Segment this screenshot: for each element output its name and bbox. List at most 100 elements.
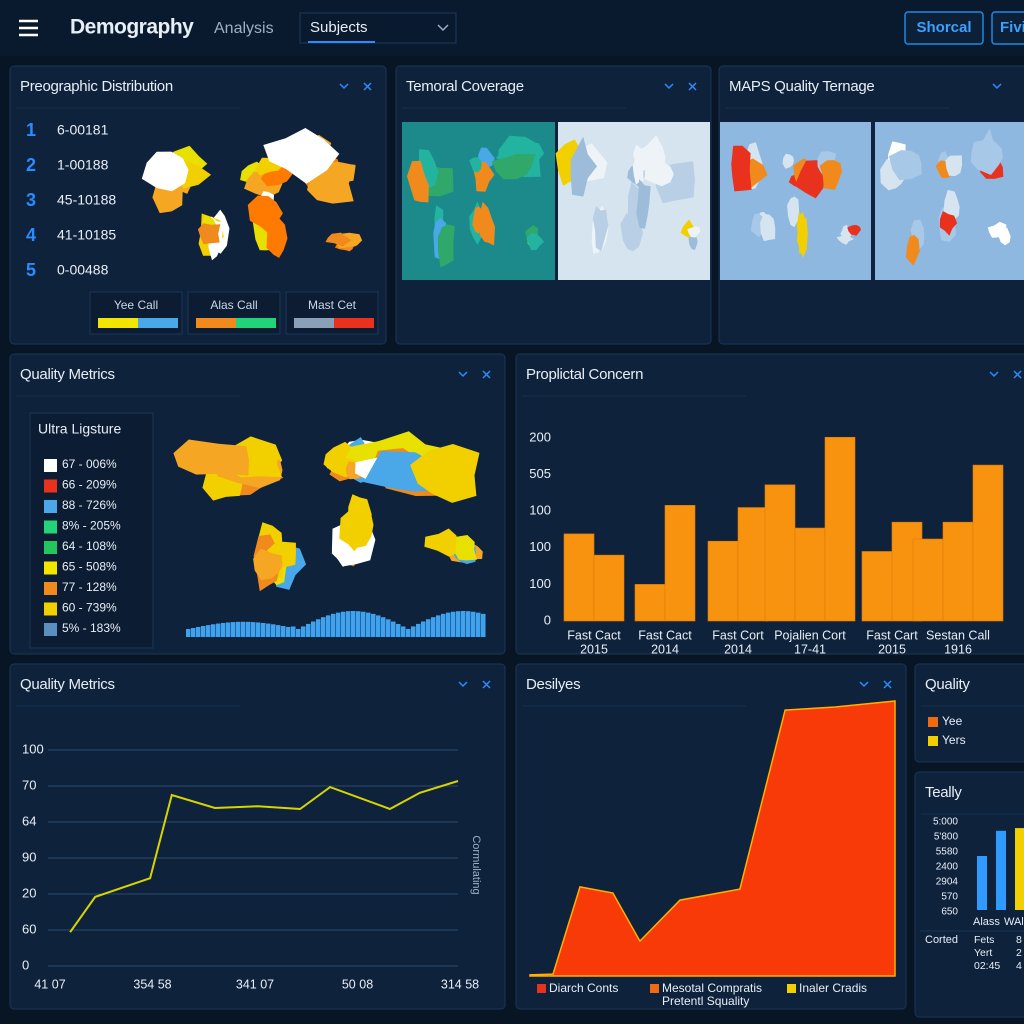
- legend-note: Pretentl Squality: [662, 994, 749, 1008]
- map-region: [491, 153, 536, 180]
- map-region: [469, 157, 482, 173]
- bar: [996, 830, 1006, 910]
- map-region: [478, 201, 495, 246]
- collapse-icon[interactable]: [859, 681, 869, 688]
- y-tick-label: 5:000: [933, 817, 958, 828]
- y-tick-label: 60: [22, 921, 36, 936]
- x-tick-label: Alass: [973, 916, 1000, 928]
- button[interactable]: [904, 11, 984, 45]
- map-region: [680, 219, 697, 238]
- map-strip: [341, 611, 346, 637]
- map-strip: [336, 612, 341, 637]
- y-tick-label: 2904: [936, 877, 959, 888]
- legend-swatch: [294, 318, 334, 328]
- dropdown-chevron: [437, 24, 449, 32]
- y-tick-label: 0: [544, 612, 551, 627]
- map-region: [570, 136, 597, 197]
- close-icon[interactable]: [482, 370, 491, 379]
- map-strip: [326, 615, 331, 637]
- menu-icon[interactable]: [19, 19, 38, 37]
- legend-swatch: [44, 602, 57, 616]
- map-region: [437, 224, 455, 268]
- close-icon[interactable]: [688, 82, 697, 91]
- bar: [977, 856, 987, 910]
- range-label: 41-10185: [57, 227, 116, 243]
- map-strip: [201, 626, 206, 637]
- x-tick-label: 50 08: [342, 977, 373, 991]
- close-icon[interactable]: [482, 680, 491, 689]
- y-tick-label: 200: [529, 429, 551, 444]
- map-strip: [381, 617, 386, 637]
- map-strip: [316, 619, 321, 637]
- map-strip: [226, 622, 231, 637]
- collapse-icon[interactable]: [989, 371, 999, 378]
- map-region: [797, 211, 807, 258]
- table-cell: 8: [1016, 934, 1022, 946]
- map-region: [410, 444, 480, 503]
- map-strip: [246, 621, 251, 637]
- map-strip: [261, 622, 266, 637]
- collapse-icon[interactable]: [458, 371, 468, 378]
- table-cell: Yert: [974, 947, 992, 959]
- map-strip: [236, 621, 241, 637]
- map-strip: [291, 626, 296, 637]
- collapse-icon[interactable]: [458, 681, 468, 688]
- close-icon[interactable]: [1013, 370, 1022, 379]
- map-strip: [436, 615, 441, 637]
- close-icon[interactable]: [883, 680, 892, 689]
- legend-swatch: [236, 318, 276, 328]
- panel: [9, 663, 506, 1010]
- map-region: [760, 214, 776, 242]
- map-strip: [281, 626, 286, 637]
- collapse-icon[interactable]: [339, 83, 349, 90]
- button[interactable]: [991, 11, 1024, 45]
- area-series: [529, 700, 896, 977]
- legend-swatch: [44, 520, 57, 534]
- rank: 3: [26, 190, 36, 210]
- x-tick-label: 2015: [878, 642, 906, 656]
- map-strip: [481, 613, 486, 637]
- y-tick-label: 100: [529, 576, 551, 591]
- map-strip: [206, 625, 211, 637]
- collapse-icon[interactable]: [664, 83, 674, 90]
- legend-swatch: [928, 717, 938, 727]
- map-strip: [251, 622, 256, 637]
- map-strip: [301, 626, 306, 637]
- map-region: [939, 211, 958, 236]
- y-tick-label: 2400: [936, 862, 959, 873]
- x-tick-label: Fast Cart: [866, 628, 918, 642]
- legend-label: 66 - 209%: [62, 478, 117, 492]
- map-region: [840, 224, 853, 239]
- map-strip: [391, 621, 396, 637]
- map-region: [905, 234, 920, 266]
- legend-swatch: [44, 582, 57, 595]
- dropdown[interactable]: [299, 12, 457, 44]
- map-region: [945, 155, 963, 177]
- map-region: [407, 160, 429, 203]
- map-strip: [461, 611, 466, 637]
- map-strip: [296, 628, 301, 637]
- x-tick-label: 2015: [580, 642, 608, 656]
- bar: [563, 533, 595, 622]
- rank: 2: [26, 155, 36, 175]
- range-label: 1-00188: [57, 157, 109, 173]
- y-tick-label: 5580: [936, 847, 959, 858]
- button-label: Fivi: [1000, 19, 1024, 36]
- bar: [707, 540, 739, 622]
- bar: [664, 505, 696, 622]
- legend-swatch: [334, 318, 374, 328]
- panel: [914, 771, 1024, 1018]
- close-icon[interactable]: [363, 82, 372, 91]
- legend-label: Yee: [942, 714, 963, 728]
- panel-title: Quality Metrics: [20, 366, 115, 383]
- x-tick-label: 17-41: [794, 642, 826, 656]
- x-tick-label: Fast Cact: [638, 628, 692, 642]
- map-region: [141, 151, 189, 192]
- y-tick-label: 100: [529, 503, 551, 518]
- map-strip: [406, 628, 411, 637]
- collapse-icon[interactable]: [992, 83, 1002, 90]
- map-region: [998, 226, 1011, 246]
- y-tick-label: 70: [22, 777, 36, 792]
- map-region: [880, 158, 907, 191]
